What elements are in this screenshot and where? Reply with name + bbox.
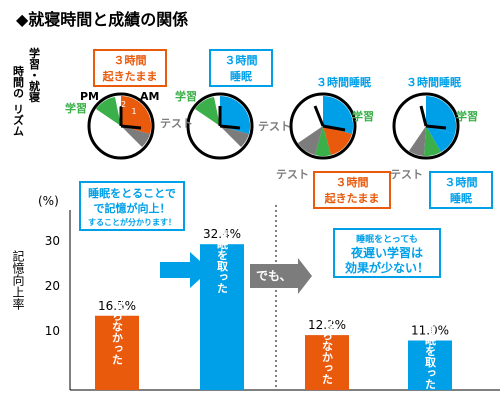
y-ticks: 30 20 10 (45, 234, 60, 338)
clock-4-orange-sector (426, 126, 455, 152)
callout-6-line2: 睡眠 (450, 191, 472, 205)
clock-2-study: 学習 (175, 89, 197, 103)
row-label-col3: リズム (12, 104, 25, 137)
bar-0 (95, 315, 139, 390)
clock-4-hour-hand (419, 105, 428, 127)
row-label: 学習・就寝 時間の リズム (12, 46, 41, 136)
annotation-1-line2: で記憶が向上！ (94, 201, 171, 215)
clock-2 (186, 92, 254, 160)
clock-4-minute-hand (425, 124, 447, 130)
callout-2-box (209, 49, 273, 87)
callout-3-header: ３時間睡眠 (316, 75, 371, 89)
annotation-2-box (333, 228, 441, 278)
annotation-2-line2: 夜遅い学習は (350, 245, 423, 260)
clock-1-gray-sector (121, 126, 150, 147)
annotation-2-line1: 睡眠をとっても (356, 233, 418, 245)
callout-5-line1: ３時間 (336, 175, 369, 189)
callout-6-box (429, 171, 493, 209)
y-tick-10: 10 (45, 324, 60, 338)
annotation-1-line1: 睡眠をとることで (88, 186, 176, 200)
bar-0-value-label: 16.5% (98, 299, 136, 313)
callout-1-box (93, 49, 167, 87)
blue-arrow (160, 252, 210, 288)
clock-3 (289, 92, 357, 160)
bar-1-value-label: 32.4% (203, 227, 241, 241)
chart-ylabel: 記憶向上率 (11, 249, 25, 310)
clock-4-study: 学習 (456, 109, 478, 123)
clock-labels: PM AM 学習 テスト 学習 テスト 学習 テスト 学習 テスト (65, 89, 478, 181)
clock-3-hour-hand (313, 105, 325, 127)
callout-1-line2: 起きたまま (102, 69, 158, 83)
clock-3-orange-sector (323, 126, 352, 155)
bar-2-category-label: 眠らなかった (321, 318, 334, 384)
clock-2-gray-sector (220, 126, 249, 147)
clock-3-green-sector (315, 126, 331, 157)
bar-3-value-label: 11.0% (411, 324, 449, 338)
bar-0-category-label: 眠らなかった (111, 298, 124, 364)
annotation-1: 睡眠をとることで で記憶が向上！ することが分かります！ (79, 181, 185, 231)
clock-1-am: AM (140, 90, 159, 103)
clock-1-green-sector (96, 97, 121, 126)
clock-2-test: テスト (258, 120, 291, 133)
callout-1-line1: ３時間 (114, 53, 147, 67)
clock-4-gray-sector (409, 126, 426, 156)
demo-text: でも、 (256, 269, 292, 283)
callout-5-box (313, 171, 391, 209)
bar-2-value-label: 12.2% (308, 318, 346, 332)
callout-1: ３時間 起きたまま (93, 49, 167, 87)
clock-1: 121 (87, 92, 155, 160)
clock-3-blue-sector (323, 95, 354, 134)
row-label-col2: 時間の (12, 64, 25, 98)
clock-4-green-sector (424, 126, 441, 157)
clock-1-study: 学習 (65, 101, 87, 115)
clock-3-study: 学習 (352, 109, 374, 123)
y-tick-20: 20 (45, 279, 60, 293)
callout-6: ３時間 睡眠 (429, 171, 493, 209)
annotation-1-line3: することが分かります！ (88, 217, 176, 227)
callout-2: ３時間 睡眠 (209, 49, 273, 87)
y-tick-30: 30 (45, 234, 60, 248)
gray-arrow (250, 258, 312, 294)
clock-4-test: テスト (390, 168, 423, 181)
annotation-2-line3: 効果が少ない！ (345, 260, 429, 275)
clock-1-pm: PM (80, 90, 99, 103)
bar-1-category-label: 睡眠を取った (216, 226, 229, 293)
clock-2-green-sector (195, 97, 220, 126)
bar-3 (408, 340, 452, 390)
clock-1-numbers: 121 (116, 100, 137, 116)
clock-3-test: テスト (276, 168, 309, 181)
callout-5: ３時間 起きたまま (313, 171, 391, 209)
annotation-2: 睡眠をとっても 夜遅い学習は 効果が少ない！ (333, 228, 441, 278)
clock-4 (392, 92, 460, 160)
callout-4-header: ３時間睡眠 (406, 75, 461, 89)
row-label-col1: 学習・就寝 (28, 46, 41, 103)
clock-1-minute-hand (120, 124, 142, 130)
annotation-1-box (79, 181, 185, 231)
bar-3-category-label: 睡眠を取った (424, 322, 437, 389)
bar-2 (305, 335, 349, 390)
callout-5-line2: 起きたまま (324, 191, 380, 205)
clock-2-minute-hand (219, 124, 241, 130)
clock-3-gray-sector (298, 126, 323, 155)
callout-2-line2: 睡眠 (230, 69, 252, 83)
figure-title: ◆就寝時間と成績の関係 (16, 10, 188, 29)
chart-unit: (%) (38, 194, 59, 208)
clock-1-orange-sector (121, 95, 152, 134)
clock-4-blue-sector (426, 95, 457, 134)
callout-2-line1: ３時間 (225, 53, 258, 67)
clock-1-test: テスト (160, 117, 193, 130)
callout-6-line1: ３時間 (445, 175, 478, 189)
clock-3-minute-hand (322, 124, 346, 132)
clock-2-blue-sector (220, 95, 251, 134)
